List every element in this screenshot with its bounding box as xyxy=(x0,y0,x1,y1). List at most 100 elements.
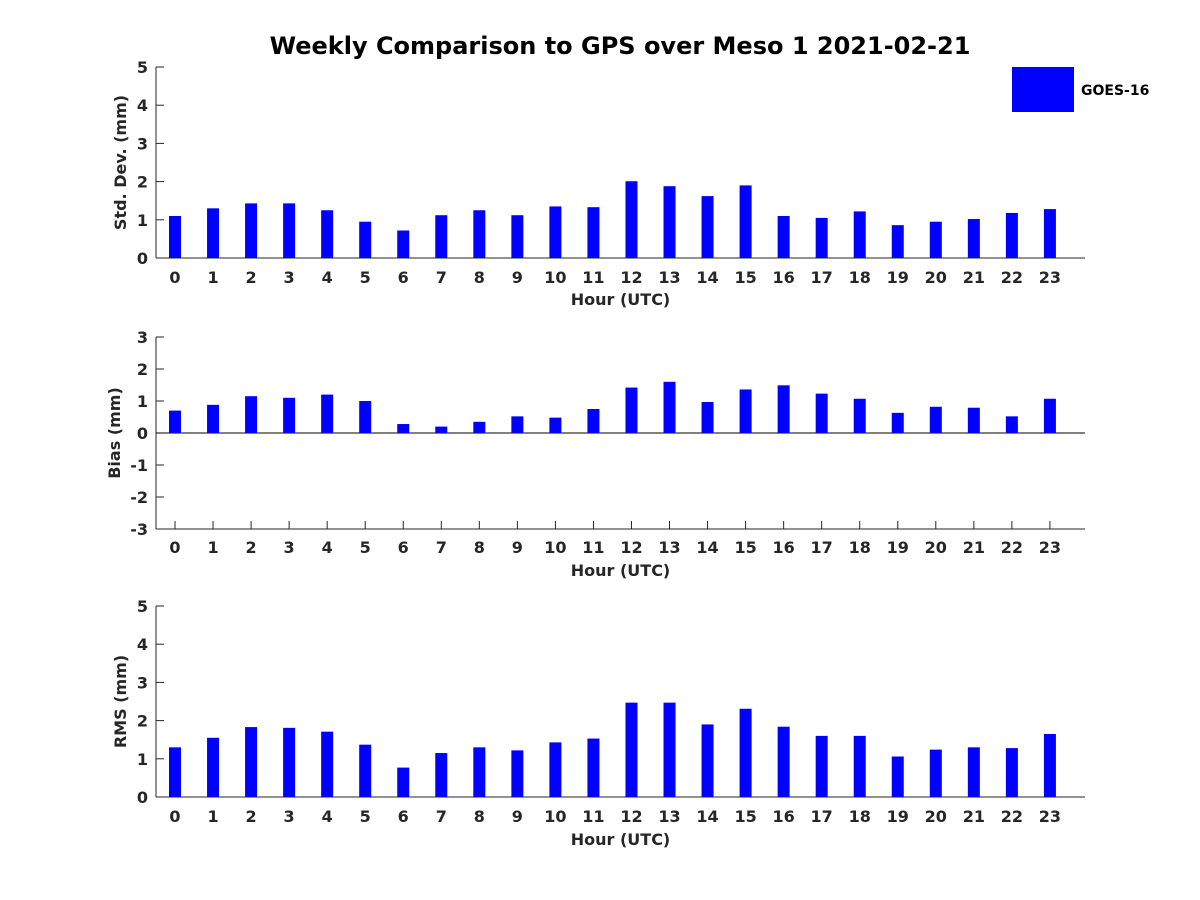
bar-hour-15 xyxy=(739,185,752,258)
legend-swatch xyxy=(1012,67,1074,112)
x-tick-label: 10 xyxy=(544,268,566,287)
bar-hour-10 xyxy=(549,206,562,258)
bar-hour-19 xyxy=(891,756,904,797)
x-tick-label: 23 xyxy=(1039,807,1061,826)
bar-hour-11 xyxy=(587,207,600,258)
bar-hour-22 xyxy=(1005,416,1018,433)
bar-hour-4 xyxy=(321,394,334,433)
bar-hour-21 xyxy=(967,747,980,797)
y-tick-label: 2 xyxy=(137,360,148,379)
x-tick-label: 3 xyxy=(284,538,295,557)
bar-hour-10 xyxy=(549,742,562,797)
x-tick-label: 4 xyxy=(322,807,333,826)
y-tick-label: 2 xyxy=(137,173,148,192)
x-tick-label: 6 xyxy=(398,538,409,557)
x-tick-label: 7 xyxy=(436,807,447,826)
bar-hour-3 xyxy=(283,727,296,797)
bar-hour-9 xyxy=(511,416,524,433)
bar-hour-14 xyxy=(701,401,714,433)
y-axis-label: RMS (mm) xyxy=(111,655,130,748)
x-tick-label: 16 xyxy=(773,807,795,826)
bar-hour-5 xyxy=(359,744,372,797)
bar-hour-2 xyxy=(245,727,258,797)
bar-hour-0 xyxy=(169,215,181,258)
bar-hour-13 xyxy=(663,381,676,433)
x-tick-label: 17 xyxy=(811,538,833,557)
x-tick-label: 0 xyxy=(169,538,180,557)
x-tick-label: 23 xyxy=(1039,538,1061,557)
x-tick-label: 1 xyxy=(207,268,218,287)
x-tick-label: 17 xyxy=(811,268,833,287)
x-tick-label: 14 xyxy=(696,807,718,826)
x-tick-label: 1 xyxy=(207,807,218,826)
bar-hour-10 xyxy=(549,417,562,433)
bar-hour-8 xyxy=(473,210,486,258)
bar-hour-11 xyxy=(587,409,600,433)
bar-hour-1 xyxy=(207,208,220,258)
x-tick-label: 16 xyxy=(773,268,795,287)
x-axis-label: Hour (UTC) xyxy=(571,290,671,309)
bar-hour-23 xyxy=(1043,733,1056,797)
bar-hour-6 xyxy=(397,230,410,258)
x-tick-label: 20 xyxy=(925,538,947,557)
x-tick-label: 9 xyxy=(512,268,523,287)
bar-hour-2 xyxy=(245,396,258,433)
bar-hour-9 xyxy=(511,750,524,797)
x-tick-label: 15 xyxy=(734,268,756,287)
x-tick-label: 4 xyxy=(322,268,333,287)
y-tick-label: 5 xyxy=(137,58,148,77)
y-tick-label: 5 xyxy=(137,597,148,616)
x-tick-label: 14 xyxy=(696,538,718,557)
bar-hour-17 xyxy=(815,217,828,258)
x-tick-label: 20 xyxy=(925,268,947,287)
x-tick-label: 8 xyxy=(474,268,485,287)
x-tick-label: 22 xyxy=(1001,538,1023,557)
bar-hour-12 xyxy=(625,387,638,433)
bar-hour-7 xyxy=(435,215,448,258)
x-tick-label: 9 xyxy=(512,538,523,557)
y-axis-label: Std. Dev. (mm) xyxy=(111,95,130,230)
x-tick-label: 17 xyxy=(811,807,833,826)
x-tick-label: 8 xyxy=(474,807,485,826)
x-tick-label: 18 xyxy=(849,538,871,557)
bar-hour-22 xyxy=(1005,212,1018,258)
bar-hour-5 xyxy=(359,401,372,433)
bar-hour-0 xyxy=(169,410,181,433)
x-tick-label: 19 xyxy=(887,807,909,826)
y-tick-label: 0 xyxy=(137,424,148,443)
x-tick-label: 2 xyxy=(246,268,257,287)
bar-hour-16 xyxy=(777,726,790,797)
x-tick-label: 21 xyxy=(963,538,985,557)
bar-hour-17 xyxy=(815,393,828,433)
x-tick-label: 0 xyxy=(169,807,180,826)
x-axis-label: Hour (UTC) xyxy=(571,561,671,580)
x-tick-label: 13 xyxy=(658,268,680,287)
x-tick-label: 0 xyxy=(169,268,180,287)
x-tick-label: 20 xyxy=(925,807,947,826)
y-tick-label: 0 xyxy=(137,249,148,268)
bar-hour-11 xyxy=(587,738,600,797)
y-tick-label: -1 xyxy=(130,456,148,475)
x-tick-label: 11 xyxy=(582,538,604,557)
x-tick-label: 12 xyxy=(620,268,642,287)
x-tick-label: 13 xyxy=(658,538,680,557)
bar-hour-4 xyxy=(321,210,334,258)
bar-hour-7 xyxy=(435,426,448,433)
y-tick-label: -3 xyxy=(130,520,148,539)
x-tick-label: 13 xyxy=(658,807,680,826)
bar-hour-20 xyxy=(929,749,942,797)
x-tick-label: 23 xyxy=(1039,268,1061,287)
bar-hour-3 xyxy=(283,397,296,433)
x-tick-label: 21 xyxy=(963,268,985,287)
bar-hour-12 xyxy=(625,181,638,258)
x-tick-label: 12 xyxy=(620,538,642,557)
x-tick-label: 14 xyxy=(696,268,718,287)
bar-hour-15 xyxy=(739,708,752,797)
bar-hour-16 xyxy=(777,215,790,258)
bar-hour-16 xyxy=(777,385,790,433)
bar-hour-20 xyxy=(929,221,942,258)
